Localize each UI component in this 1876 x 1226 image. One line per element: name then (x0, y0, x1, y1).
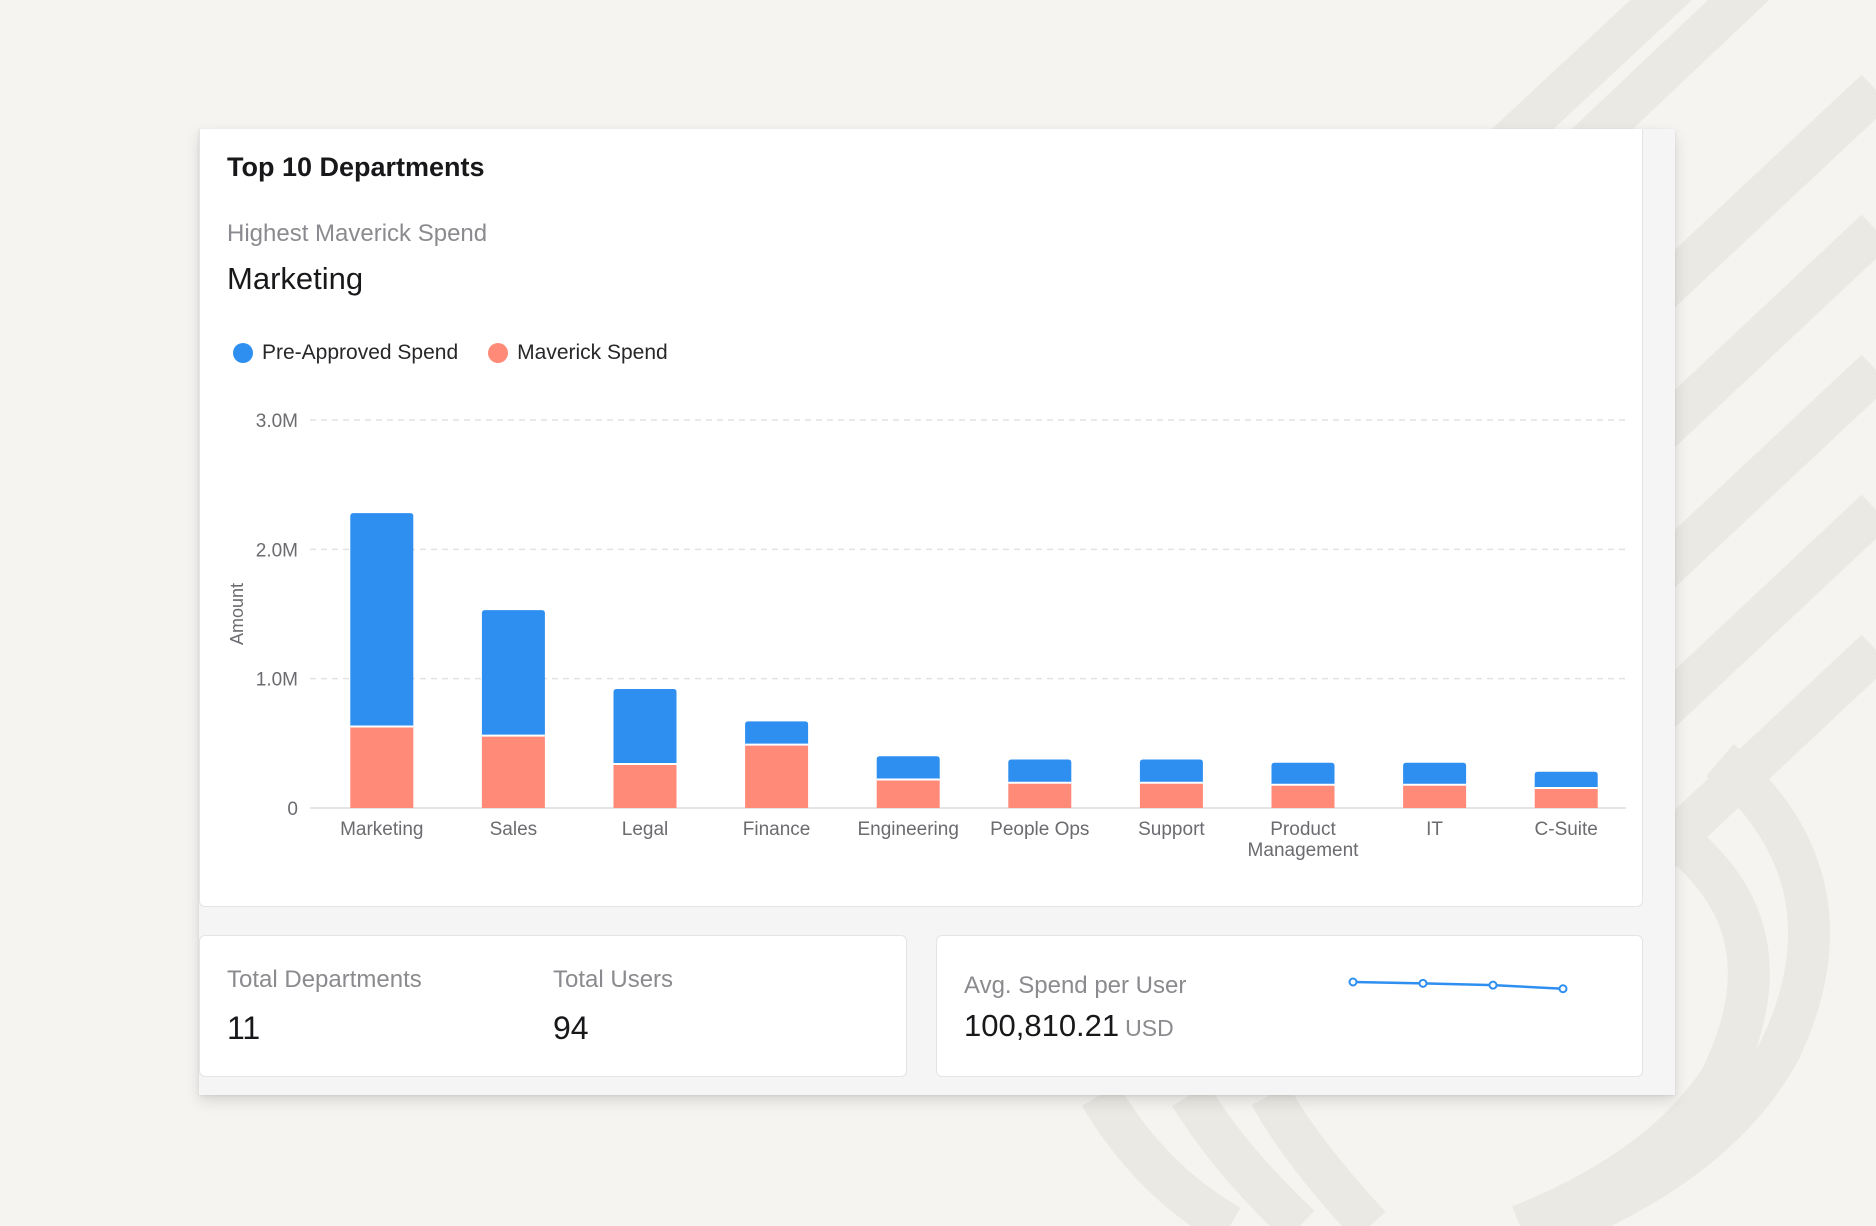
sparkline-point (1488, 980, 1498, 990)
sparkline-point (1558, 984, 1568, 994)
avg-spend-unit: USD (1125, 1015, 1174, 1041)
x-tick-label: Marketing (340, 819, 423, 840)
sparkline-point (1418, 978, 1428, 988)
highest-maverick-department: Marketing (227, 261, 364, 296)
bar-pre-approved (876, 756, 940, 780)
avg-spend-value-row: 100,810.21 USD (964, 1008, 1174, 1044)
avg-spend-card: Avg. Spend per User 100,810.21 USD (936, 935, 1643, 1077)
total-departments-value: 11 (227, 1010, 261, 1046)
x-tick-label: Sales (490, 819, 538, 840)
x-tick-label: Finance (743, 819, 811, 840)
y-tick-label: 0 (287, 799, 298, 820)
y-tick-label: 2.0M (256, 540, 298, 561)
legend-label-maverick: Maverick Spend (517, 341, 668, 364)
bar-pre-approved (1403, 762, 1467, 785)
bar-pre-approved (350, 513, 414, 727)
x-tick-label: Management (1248, 840, 1360, 861)
legend-item-maverick[interactable]: Maverick Spend (488, 341, 668, 365)
bar-pre-approved (481, 610, 545, 736)
x-tick-label: C-Suite (1535, 819, 1598, 840)
total-users-label: Total Users (553, 966, 674, 993)
bar-maverick (1403, 784, 1467, 808)
x-tick-label: Support (1138, 819, 1205, 840)
y-tick-label: 1.0M (256, 670, 298, 691)
total-departments-label: Total Departments (227, 966, 422, 993)
legend-swatch-pre-approved (233, 343, 253, 363)
bar-pre-approved (1139, 759, 1203, 783)
total-users-value: 94 (553, 1010, 589, 1046)
y-tick-label: 3.0M (256, 411, 298, 432)
x-tick-label: IT (1426, 819, 1443, 840)
bar-pre-approved (1271, 762, 1335, 785)
sparkline-point (1348, 977, 1358, 987)
bar-maverick (1271, 784, 1335, 808)
bar-maverick (481, 735, 545, 808)
highest-maverick-label: Highest Maverick Spend (227, 220, 488, 247)
bar-pre-approved (745, 721, 809, 745)
legend-swatch-maverick (488, 343, 509, 363)
bar-pre-approved (1008, 759, 1072, 783)
x-tick-label: Legal (622, 819, 669, 840)
bar-maverick (1008, 782, 1072, 808)
legend-label-pre-approved: Pre-Approved Spend (262, 341, 459, 364)
x-tick-label: People Ops (990, 819, 1089, 840)
avg-spend-label: Avg. Spend per User (964, 972, 1187, 999)
bar-maverick (613, 764, 677, 808)
bar-maverick (350, 726, 414, 808)
bar-pre-approved (613, 689, 677, 765)
legend-item-pre-approved[interactable]: Pre-Approved Spend (233, 341, 458, 365)
top-departments-card: Top 10 Departments Highest Maverick Spen… (199, 129, 1643, 907)
sparkline-line (1352, 980, 1564, 990)
totals-card: Total Departments 11 Total Users 94 (199, 935, 907, 1077)
dashboard-panel: Top 10 Departments Highest Maverick Spen… (199, 129, 1675, 1095)
stacked-bar-chart: 0 1.0M 2.0M 3.0M Amount Marketing Sales Legal Fi… (227, 411, 1626, 861)
avg-spend-sparkline (1348, 977, 1568, 994)
avg-spend-value: 100,810.21 (964, 1008, 1120, 1043)
card-title: Top 10 Departments (227, 152, 485, 182)
bar-pre-approved (1534, 771, 1598, 788)
x-tick-label: Engineering (857, 819, 958, 840)
bar-maverick (1534, 787, 1598, 808)
x-tick-label: Product (1270, 819, 1336, 840)
bar-maverick (1139, 782, 1203, 808)
chart-legend: Pre-Approved Spend Maverick Spend (233, 341, 698, 365)
bar-maverick (876, 779, 940, 808)
bar-maverick (745, 744, 809, 808)
y-axis-label: Amount (227, 583, 247, 645)
